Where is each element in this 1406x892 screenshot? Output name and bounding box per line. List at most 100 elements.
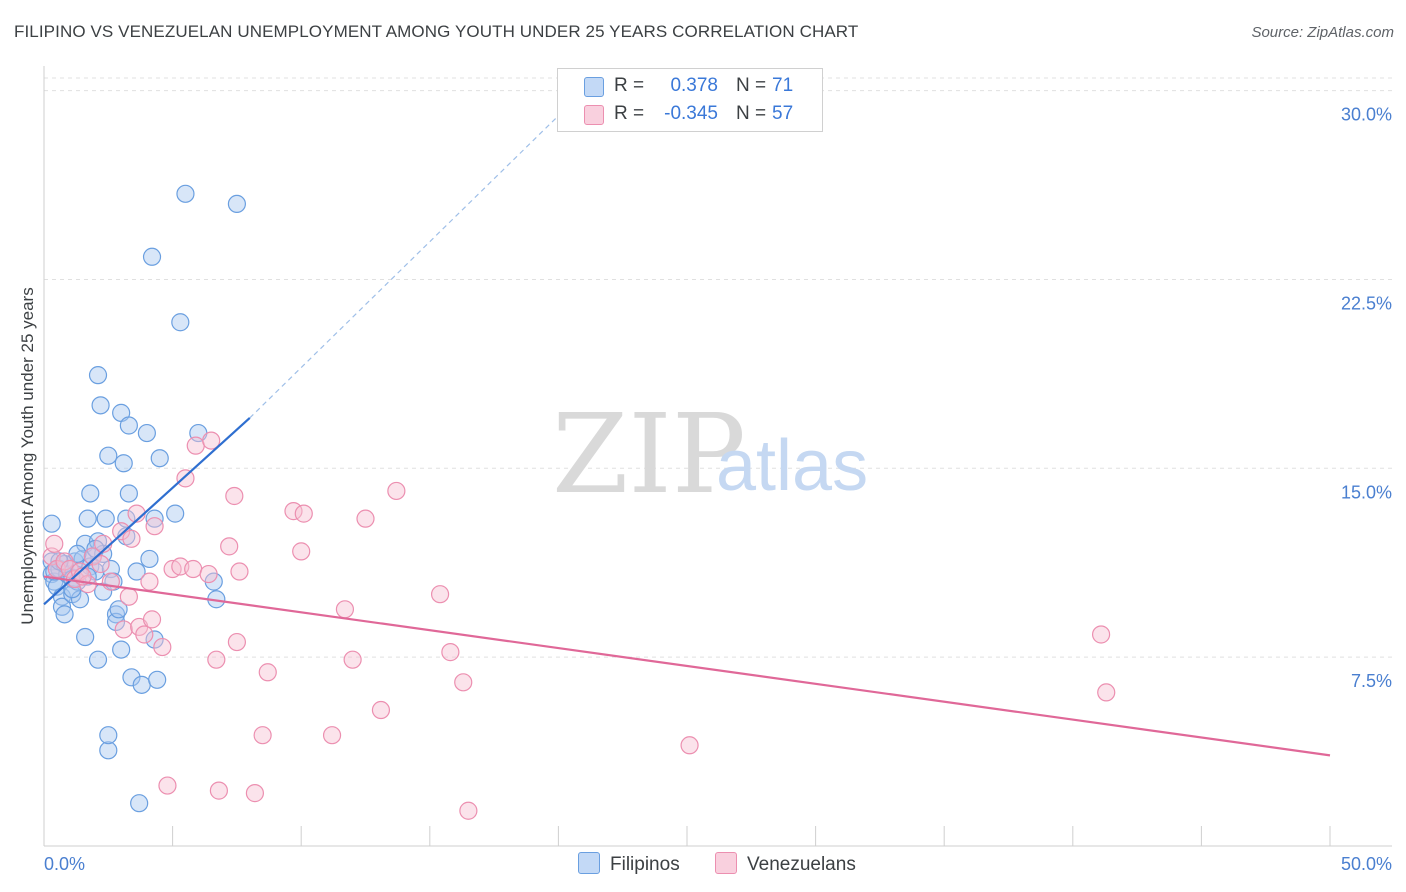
venezuelan-point — [454, 673, 473, 692]
trend-lines — [43, 115, 1331, 757]
venezuelan-point — [114, 620, 133, 639]
filipino-point — [99, 726, 118, 745]
venezuelan-point — [680, 736, 699, 755]
venezuelan-point — [83, 547, 102, 566]
filipino-point — [106, 605, 126, 624]
filipino-point — [145, 509, 164, 528]
n-label: N = — [736, 75, 767, 96]
r-value: -0.345 — [664, 103, 718, 124]
filipino-point — [142, 247, 162, 266]
filipino-point — [122, 668, 141, 687]
x-tick-label-max: 50.0% — [1341, 854, 1392, 874]
watermark-atlas: atlas — [716, 426, 868, 506]
y-tick-label: 15.0% — [1341, 482, 1392, 502]
filipino-point — [150, 449, 169, 468]
venezuelan-point — [176, 469, 195, 488]
n-label: N = — [736, 103, 767, 124]
r-label: R = — [614, 103, 645, 124]
filipino-point — [76, 627, 95, 647]
venezuelan-trend-line — [43, 575, 1331, 757]
venezuelan-point — [258, 663, 277, 682]
venezuelan-point — [371, 700, 391, 720]
r-value: 0.378 — [670, 75, 718, 96]
venezuelan-point — [227, 632, 246, 652]
venezuelan-point — [112, 522, 131, 541]
watermark: ZIP atlas — [552, 390, 868, 518]
filipino-point — [130, 794, 149, 813]
filipino-legend-swatch — [578, 852, 600, 874]
filipino-point — [132, 675, 151, 694]
filipino-point — [99, 741, 118, 760]
filipino-point — [148, 670, 167, 689]
filipino-point — [127, 562, 146, 581]
filipino-point — [96, 509, 115, 528]
venezuelan-point — [209, 781, 228, 800]
venezuelan-point — [202, 431, 221, 450]
legend-row-venezuelans: R = -0.345 N = 57 — [558, 101, 822, 129]
venezuelan-point — [225, 486, 244, 506]
venezuelan-point — [441, 643, 460, 662]
chart-title: FILIPINO VS VENEZUELAN UNEMPLOYMENT AMON… — [14, 22, 859, 41]
filipino-point — [112, 640, 131, 659]
filipino-point — [145, 630, 164, 649]
filipino-point — [109, 600, 128, 619]
venezuelan-point — [186, 436, 205, 455]
venezuelan-points — [42, 431, 1116, 820]
filipino-trend-extension — [249, 115, 559, 419]
venezuelan-point — [199, 564, 218, 584]
axes — [43, 66, 1392, 847]
filipino-point — [166, 504, 185, 523]
filipino-point — [55, 605, 74, 624]
venezuelan-point — [1091, 625, 1111, 644]
legend-label-venezuelans: Venezuelans — [747, 854, 856, 875]
venezuelan-legend-swatch — [715, 852, 737, 874]
n-value: 57 — [772, 103, 794, 124]
venezuelan-point — [459, 801, 478, 820]
source-label: Source: ZipAtlas.com — [1251, 24, 1394, 41]
y-tick-label: 22.5% — [1341, 293, 1392, 313]
venezuelan-point — [230, 562, 249, 581]
filipino-point — [42, 514, 61, 533]
venezuelan-point — [356, 509, 375, 528]
y-tick-labels: 7.5% 15.0% 22.5% 30.0% — [1341, 105, 1392, 692]
venezuelan-point — [322, 726, 342, 745]
correlation-legend: R = 0.378 N = 71 R = -0.345 N = 57 — [557, 68, 823, 132]
filipino-point — [176, 184, 195, 203]
filipino-point — [227, 194, 246, 214]
filipino-point — [99, 446, 118, 465]
filipino-trend-line — [43, 417, 251, 606]
legend-item-venezuelans[interactable]: Venezuelans — [715, 852, 856, 876]
filipino-point — [137, 423, 156, 443]
filipino-point — [91, 396, 110, 415]
filipino-point — [171, 313, 190, 332]
x-tick-labels: 0.0% 50.0% — [44, 854, 1392, 874]
filipino-point — [119, 484, 138, 503]
venezuelan-point — [142, 610, 162, 629]
x-tick-label-min: 0.0% — [44, 854, 85, 874]
watermark-zip: ZIP — [552, 390, 746, 518]
r-label: R = — [614, 75, 645, 96]
venezuelan-point — [158, 776, 177, 795]
filipino-point — [81, 484, 100, 503]
legend-label-filipinos: Filipinos — [610, 854, 680, 875]
filipino-swatch — [584, 77, 604, 97]
venezuelan-point — [294, 504, 313, 523]
venezuelan-point — [343, 650, 362, 669]
y-tick-label: 7.5% — [1351, 671, 1392, 691]
filipino-point — [78, 509, 97, 528]
venezuelan-point — [119, 587, 138, 606]
legend-item-filipinos[interactable]: Filipinos — [578, 852, 680, 876]
y-tick-label: 30.0% — [1341, 105, 1392, 125]
venezuelan-point — [253, 726, 272, 745]
venezuelan-point — [220, 537, 239, 556]
venezuelan-point — [387, 481, 406, 501]
series-legend: Filipinos Venezuelans — [0, 852, 1406, 878]
venezuelan-point — [245, 784, 265, 803]
venezuelan-point — [207, 650, 226, 669]
filipino-point — [88, 366, 108, 385]
venezuelan-point — [430, 585, 450, 604]
venezuelan-point — [292, 542, 311, 561]
filipino-point — [88, 650, 108, 669]
venezuelan-point — [140, 572, 159, 591]
